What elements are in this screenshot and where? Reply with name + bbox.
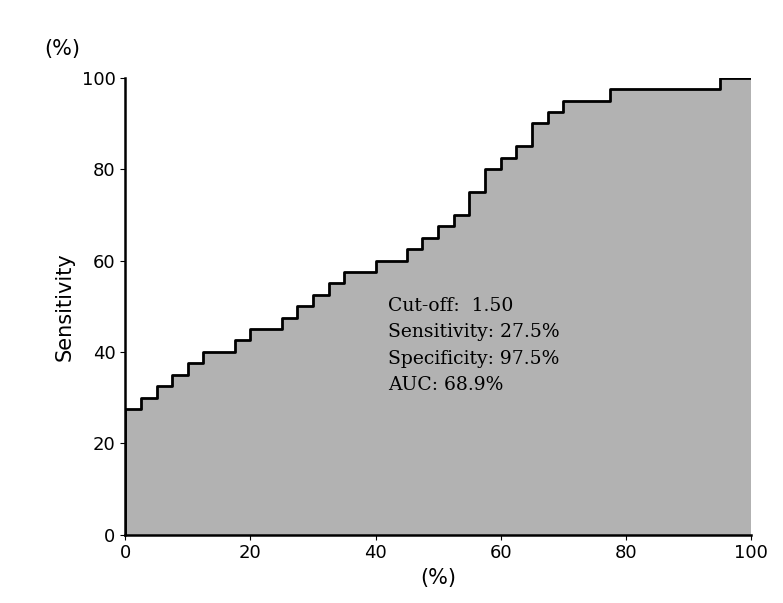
Polygon shape (125, 78, 751, 535)
X-axis label: (%): (%) (420, 568, 456, 588)
Text: (%): (%) (44, 39, 80, 60)
Y-axis label: Sensitivity: Sensitivity (55, 252, 74, 361)
Text: Cut-off:  1.50
Sensitivity: 27.5%
Specificity: 97.5%
AUC: 68.9%: Cut-off: 1.50 Sensitivity: 27.5% Specifi… (388, 297, 560, 394)
